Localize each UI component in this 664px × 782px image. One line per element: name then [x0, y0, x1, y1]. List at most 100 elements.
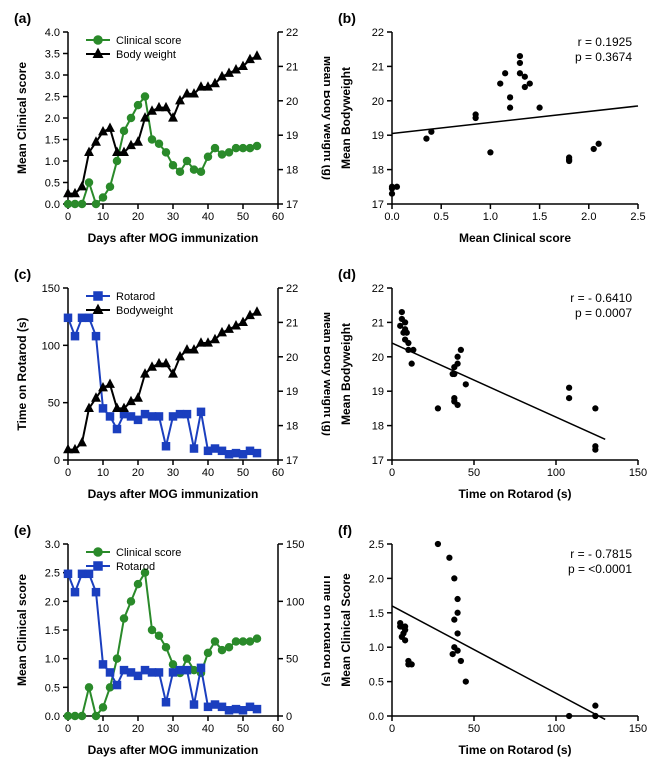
- svg-text:0.5: 0.5: [434, 211, 449, 223]
- svg-text:50: 50: [468, 723, 480, 735]
- svg-text:Mean Clinical score: Mean Clinical score: [15, 574, 29, 686]
- svg-text:50: 50: [468, 467, 480, 479]
- svg-text:Days after MOG immunization: Days after MOG immunization: [88, 743, 259, 757]
- svg-text:1.0: 1.0: [45, 156, 60, 168]
- svg-text:Body weight: Body weight: [116, 49, 176, 61]
- svg-text:r = - 0.6410: r = - 0.6410: [570, 291, 632, 305]
- svg-text:1.5: 1.5: [45, 135, 60, 147]
- svg-text:1.5: 1.5: [369, 608, 384, 620]
- svg-text:19: 19: [372, 386, 384, 398]
- panel-a-label: (a): [14, 10, 31, 26]
- svg-text:Rotarod: Rotarod: [116, 291, 155, 303]
- svg-text:0.5: 0.5: [45, 682, 60, 694]
- panel-e: (e)01020304050600.00.51.01.52.02.53.0050…: [10, 522, 330, 772]
- svg-text:p = 0.3674: p = 0.3674: [575, 50, 632, 64]
- svg-text:19: 19: [286, 130, 298, 142]
- svg-text:Clinical score: Clinical score: [116, 35, 181, 47]
- svg-text:3.0: 3.0: [45, 539, 60, 551]
- panel-b: (b)0.00.51.01.52.02.5171819202122Mean Cl…: [334, 10, 654, 260]
- svg-text:Time on Rotarod (s): Time on Rotarod (s): [458, 743, 571, 757]
- svg-text:150: 150: [629, 467, 647, 479]
- svg-text:0.0: 0.0: [45, 711, 60, 723]
- svg-text:20: 20: [372, 352, 384, 364]
- svg-text:1.0: 1.0: [483, 211, 498, 223]
- svg-text:40: 40: [202, 723, 214, 735]
- svg-text:20: 20: [132, 467, 144, 479]
- svg-text:20: 20: [286, 352, 298, 364]
- svg-text:1.0: 1.0: [369, 642, 384, 654]
- svg-text:18: 18: [372, 421, 384, 433]
- svg-text:Bodyweight: Bodyweight: [116, 305, 173, 317]
- svg-text:Clinical score: Clinical score: [116, 547, 181, 559]
- svg-text:100: 100: [286, 596, 304, 608]
- svg-text:100: 100: [547, 467, 565, 479]
- svg-text:17: 17: [286, 199, 298, 211]
- svg-text:100: 100: [547, 723, 565, 735]
- svg-text:2.0: 2.0: [45, 596, 60, 608]
- svg-text:2.5: 2.5: [45, 92, 60, 104]
- svg-text:50: 50: [48, 398, 60, 410]
- svg-text:18: 18: [372, 165, 384, 177]
- svg-text:2.0: 2.0: [581, 211, 596, 223]
- svg-text:0.0: 0.0: [45, 199, 60, 211]
- svg-text:Mean Clinical score: Mean Clinical score: [15, 62, 29, 174]
- svg-text:r = 0.1925: r = 0.1925: [578, 35, 633, 49]
- svg-text:p = <0.0001: p = <0.0001: [568, 562, 632, 576]
- svg-text:Time on Rotarod (s): Time on Rotarod (s): [321, 573, 330, 686]
- svg-text:22: 22: [286, 283, 298, 295]
- svg-text:19: 19: [286, 386, 298, 398]
- svg-text:40: 40: [202, 211, 214, 223]
- svg-text:30: 30: [167, 467, 179, 479]
- svg-text:0: 0: [389, 723, 395, 735]
- svg-text:2.0: 2.0: [369, 573, 384, 585]
- svg-text:r = - 0.7815: r = - 0.7815: [570, 547, 632, 561]
- svg-text:Mean Bodyweight: Mean Bodyweight: [339, 67, 353, 169]
- svg-text:21: 21: [286, 317, 298, 329]
- svg-text:18: 18: [286, 165, 298, 177]
- svg-text:10: 10: [97, 723, 109, 735]
- svg-text:17: 17: [372, 199, 384, 211]
- svg-text:150: 150: [42, 283, 60, 295]
- svg-text:0: 0: [54, 455, 60, 467]
- svg-text:0.0: 0.0: [384, 211, 399, 223]
- svg-text:20: 20: [286, 96, 298, 108]
- svg-text:Days after MOG immunization: Days after MOG immunization: [88, 487, 259, 501]
- svg-text:40: 40: [202, 467, 214, 479]
- svg-text:0.0: 0.0: [369, 711, 384, 723]
- svg-text:10: 10: [97, 467, 109, 479]
- panel-c-label: (c): [14, 266, 31, 282]
- svg-text:20: 20: [132, 211, 144, 223]
- svg-text:100: 100: [42, 340, 60, 352]
- svg-text:p = 0.0007: p = 0.0007: [575, 306, 632, 320]
- svg-text:10: 10: [97, 211, 109, 223]
- svg-text:2.5: 2.5: [630, 211, 645, 223]
- panel-d: (d)050100150171819202122Time on Rotarod …: [334, 266, 654, 516]
- svg-text:21: 21: [372, 317, 384, 329]
- svg-text:1.5: 1.5: [532, 211, 547, 223]
- svg-text:4.0: 4.0: [45, 27, 60, 39]
- svg-text:Time on Rotarod (s): Time on Rotarod (s): [15, 317, 29, 430]
- svg-text:60: 60: [272, 211, 284, 223]
- panel-a: (a)01020304050600.00.51.01.52.02.53.03.5…: [10, 10, 330, 260]
- svg-text:150: 150: [629, 723, 647, 735]
- panel-c: (c)0102030405060050100150171819202122Day…: [10, 266, 330, 516]
- svg-text:50: 50: [237, 467, 249, 479]
- svg-text:Mean Clinical Score: Mean Clinical Score: [339, 573, 353, 687]
- svg-text:60: 60: [272, 467, 284, 479]
- svg-text:150: 150: [286, 539, 304, 551]
- svg-text:50: 50: [286, 654, 298, 666]
- svg-text:Time on Rotarod (s): Time on Rotarod (s): [458, 487, 571, 501]
- svg-text:17: 17: [372, 455, 384, 467]
- svg-text:0: 0: [65, 211, 71, 223]
- svg-text:Rotarod: Rotarod: [116, 561, 155, 573]
- panel-f-label: (f): [338, 522, 352, 538]
- svg-text:30: 30: [167, 211, 179, 223]
- svg-text:2.5: 2.5: [369, 539, 384, 551]
- panel-f: (f) 0 50 100 150 0.0 0.5 1.0 1.5 2.0 2.5 Time on Ro…: [334, 522, 654, 772]
- svg-text:0: 0: [286, 711, 292, 723]
- svg-text:Days after MOG immunization: Days after MOG immunization: [88, 231, 259, 245]
- svg-text:0: 0: [389, 467, 395, 479]
- svg-text:2.0: 2.0: [45, 113, 60, 125]
- svg-text:0.5: 0.5: [369, 677, 384, 689]
- svg-text:1.0: 1.0: [45, 654, 60, 666]
